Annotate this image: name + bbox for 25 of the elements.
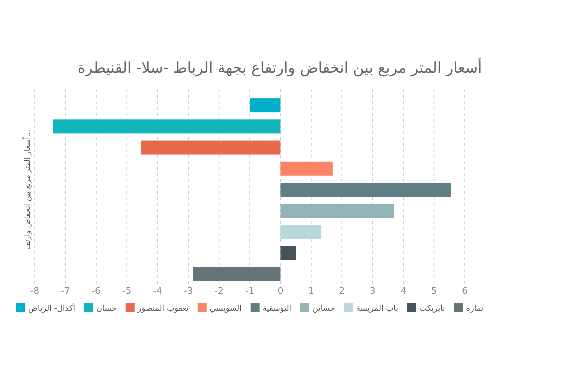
x-tick-label: 5 xyxy=(431,287,438,297)
x-tick-label: 2 xyxy=(339,287,346,297)
x-tick-label: -4 xyxy=(153,287,163,297)
legend-label: السويسي xyxy=(210,304,242,313)
x-tick-label: -2 xyxy=(214,287,224,297)
x-tick-label: -6 xyxy=(92,287,102,297)
x-tick-label: -8 xyxy=(30,287,40,297)
x-tick-label: 6 xyxy=(462,287,468,297)
x-tick-label: -5 xyxy=(122,287,132,297)
x-tick-label: -7 xyxy=(61,287,70,297)
legend-label: حساين xyxy=(312,304,336,313)
chart-title: أسعار المتر مربع بين انخفاض وارتفاع بجهة الرباط -سلا- القنيطرة xyxy=(78,58,482,77)
legend-label: تابريكت xyxy=(419,304,446,313)
x-tick-label: 4 xyxy=(400,287,407,297)
legend-label: يعقوب المنصور xyxy=(136,304,189,313)
x-tick-label: -3 xyxy=(184,287,194,297)
legend-label: تمارة xyxy=(466,304,484,313)
x-tick-label: 3 xyxy=(370,287,376,297)
x-tick-label: 1 xyxy=(308,287,314,297)
x-tick-label: 0 xyxy=(278,287,284,297)
legend-label: أكدال- الرياض xyxy=(28,303,76,313)
x-tick-label: -1 xyxy=(246,287,254,297)
legend-label: باب المريسة xyxy=(356,304,398,313)
legend-label: اليوسفية xyxy=(262,304,292,313)
legend-label: حسان xyxy=(96,304,117,313)
